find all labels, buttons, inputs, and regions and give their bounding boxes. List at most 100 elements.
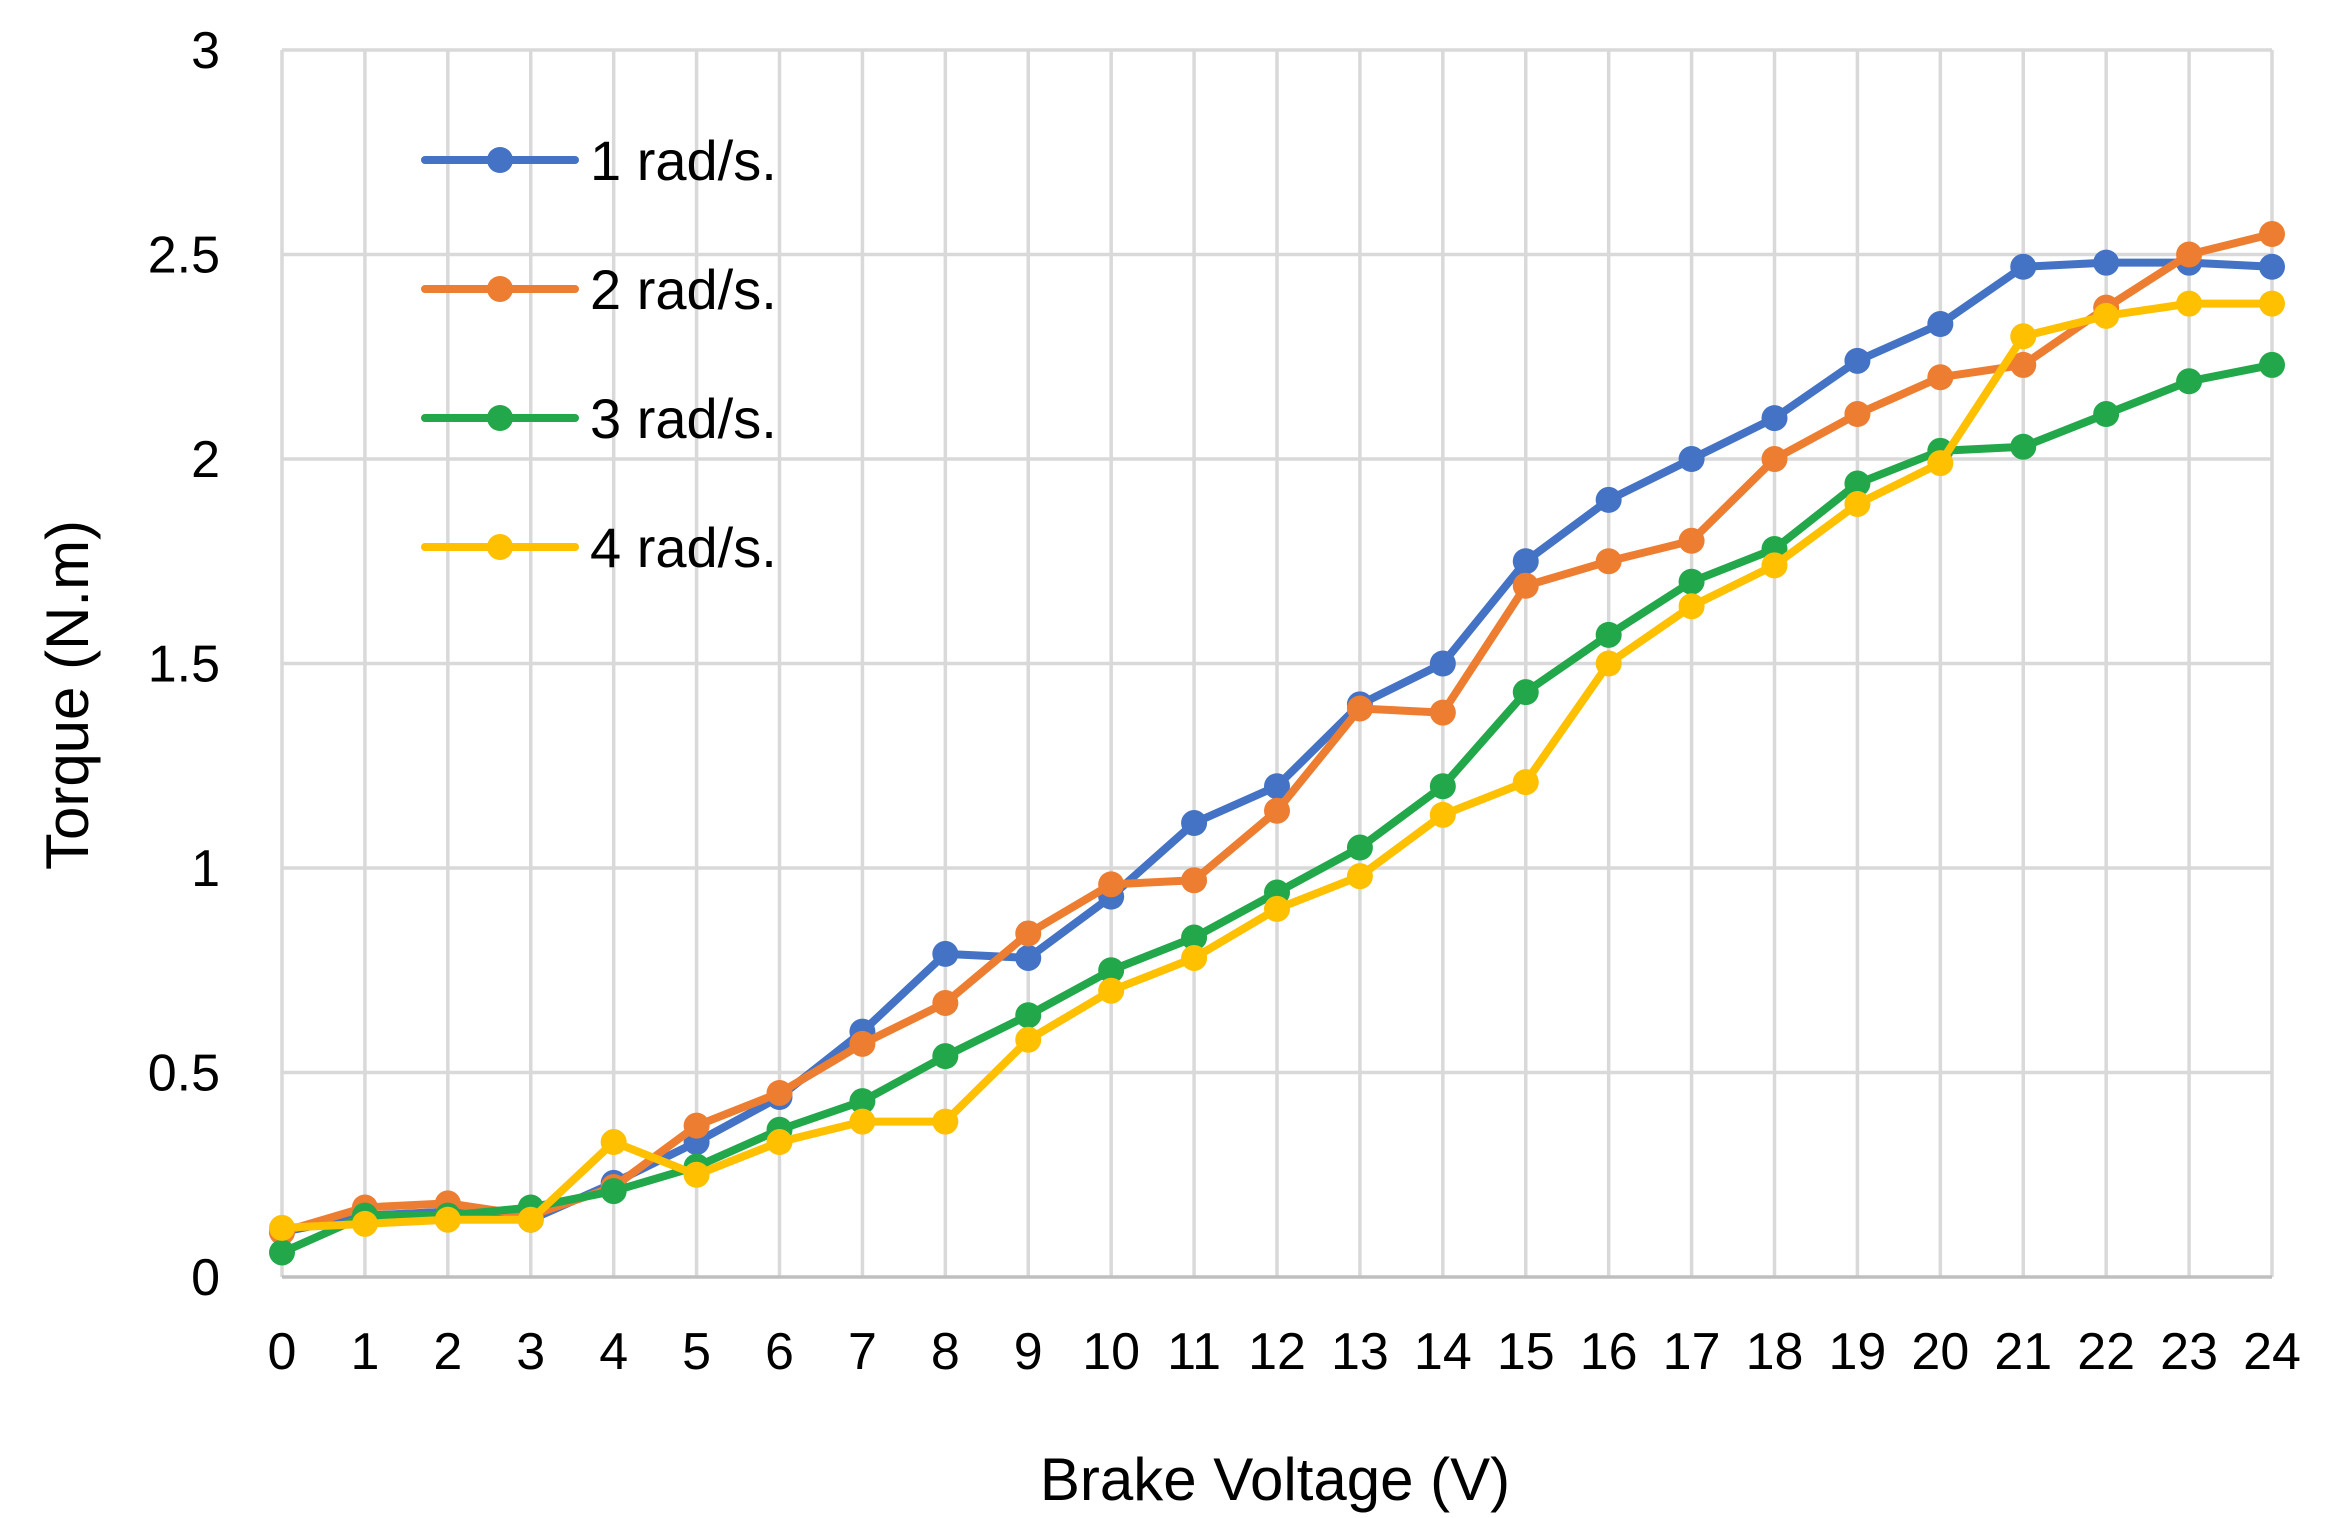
- data-point: [932, 989, 959, 1016]
- x-tick-label: 6: [765, 1323, 794, 1381]
- series-group: [269, 221, 2285, 1266]
- data-point: [1181, 810, 1208, 837]
- data-point: [1844, 347, 1871, 374]
- legend-item: 2 rad/s.: [421, 258, 777, 321]
- x-tick-label: 21: [1994, 1323, 2052, 1381]
- data-point: [1015, 1026, 1042, 1053]
- data-point: [932, 940, 959, 967]
- legend-label: 1 rad/s.: [590, 129, 777, 192]
- x-tick-label: 20: [1911, 1323, 1969, 1381]
- legend: 1 rad/s. 2 rad/s. 3 rad/s. 4 rad/s.: [421, 129, 777, 579]
- data-point: [1181, 924, 1208, 951]
- data-point: [2093, 401, 2120, 428]
- data-point: [434, 1206, 461, 1233]
- x-tick-label: 13: [1331, 1323, 1389, 1381]
- data-point: [1264, 895, 1290, 922]
- data-point: [1761, 405, 1788, 432]
- data-point: [2093, 302, 2120, 329]
- data-point: [932, 1043, 959, 1070]
- grid: [280, 48, 2274, 1277]
- data-point: [2010, 433, 2037, 460]
- y-tick-label: 1.5: [148, 636, 220, 694]
- tick-labels: 0 1 2 3 4 5 6 7 8 9 10 11 12 13 14 15 16 17 18 19 20 21 22 23 24…: [148, 22, 2301, 1381]
- legend-item: 4 rad/s.: [421, 516, 777, 579]
- data-point: [2259, 221, 2285, 248]
- data-point: [1015, 920, 1042, 947]
- data-point: [351, 1210, 378, 1237]
- x-tick-label: 18: [1746, 1323, 1804, 1381]
- data-point: [1927, 311, 1954, 338]
- data-point: [1844, 401, 1871, 428]
- x-tick-label: 11: [1167, 1323, 1221, 1381]
- x-tick-label: 10: [1082, 1323, 1140, 1381]
- x-tick-label: 1: [350, 1323, 379, 1381]
- data-point: [1678, 527, 1705, 554]
- legend-marker: [487, 276, 513, 302]
- x-tick-label: 0: [268, 1323, 297, 1381]
- data-point: [517, 1206, 544, 1233]
- data-point: [269, 1239, 295, 1266]
- x-tick-label: 15: [1497, 1323, 1555, 1381]
- data-point: [2259, 351, 2285, 378]
- data-point: [1346, 695, 1373, 722]
- data-point: [1512, 572, 1539, 599]
- x-tick-label: 19: [1828, 1323, 1886, 1381]
- data-point: [1512, 679, 1539, 706]
- data-point: [1678, 593, 1705, 620]
- x-tick-label: 12: [1248, 1323, 1306, 1381]
- data-point: [1429, 801, 1456, 828]
- legend-label: 2 rad/s.: [590, 258, 777, 321]
- data-point: [1844, 490, 1871, 517]
- x-axis-title: Brake Voltage (V): [1040, 1446, 1510, 1513]
- legend-marker: [487, 534, 513, 560]
- data-point: [849, 1030, 876, 1057]
- data-point: [1678, 568, 1705, 595]
- data-point: [1098, 957, 1125, 984]
- x-tick-label: 23: [2160, 1323, 2218, 1381]
- data-point: [849, 1088, 876, 1115]
- data-point: [2093, 249, 2120, 276]
- y-tick-label: 2.5: [148, 227, 220, 285]
- y-tick-label: 0.5: [148, 1045, 220, 1103]
- x-tick-label: 7: [848, 1323, 877, 1381]
- legend-label: 3 rad/s.: [590, 387, 777, 450]
- x-tick-label: 9: [1014, 1323, 1043, 1381]
- data-point: [269, 1214, 295, 1241]
- data-point: [1595, 486, 1622, 513]
- data-point: [1595, 650, 1622, 677]
- x-tick-label: 5: [682, 1323, 711, 1381]
- data-point: [1429, 650, 1456, 677]
- x-tick-label: 14: [1414, 1323, 1472, 1381]
- y-tick-label: 1: [191, 840, 220, 898]
- data-point: [766, 1079, 793, 1106]
- legend-marker: [487, 405, 513, 431]
- data-point: [2010, 351, 2037, 378]
- legend-marker: [487, 147, 513, 173]
- data-point: [600, 1178, 627, 1205]
- data-point: [2010, 323, 2037, 350]
- x-tick-label: 16: [1580, 1323, 1638, 1381]
- y-tick-label: 2: [191, 431, 220, 489]
- data-point: [932, 1108, 959, 1135]
- y-tick-label: 0: [191, 1249, 220, 1307]
- y-axis-title: Torque (N.m): [34, 520, 101, 870]
- data-point: [1098, 977, 1125, 1004]
- data-point: [2176, 241, 2203, 268]
- y-tick-label: 3: [191, 22, 220, 80]
- data-point: [766, 1129, 793, 1156]
- data-point: [2259, 253, 2285, 280]
- x-tick-label: 22: [2077, 1323, 2135, 1381]
- data-point: [1761, 552, 1788, 579]
- legend-item: 3 rad/s.: [421, 387, 777, 450]
- data-point: [1346, 863, 1373, 890]
- x-tick-label: 8: [931, 1323, 960, 1381]
- data-point: [1015, 1002, 1042, 1029]
- data-point: [849, 1108, 876, 1135]
- data-point: [1264, 773, 1290, 800]
- data-point: [2259, 290, 2285, 317]
- data-point: [1264, 797, 1290, 824]
- series-4: [269, 290, 2285, 1241]
- data-point: [1595, 621, 1622, 648]
